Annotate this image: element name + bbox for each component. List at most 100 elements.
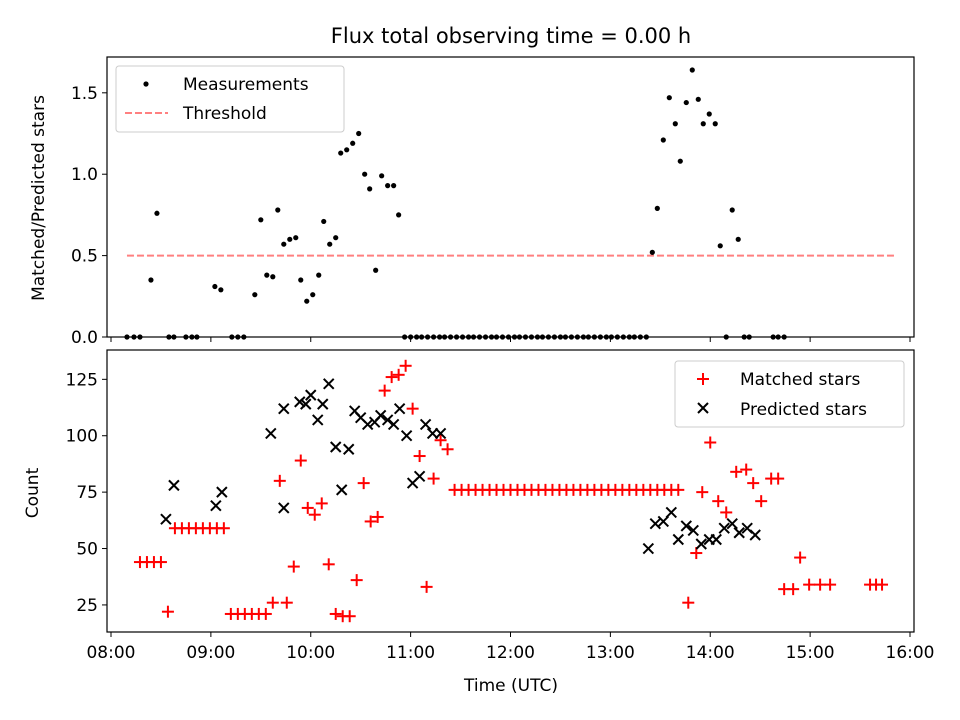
matched-star-point xyxy=(441,443,454,456)
y-tick-label: 0.0 xyxy=(71,328,98,348)
matched-star-point xyxy=(682,596,695,609)
predicted-star-point xyxy=(387,418,400,431)
measurement-point xyxy=(148,277,154,283)
x-tick-label: 14:00 xyxy=(686,643,735,663)
matched-star-point xyxy=(322,558,335,571)
matched-star-point xyxy=(294,454,307,467)
predicted-star-point xyxy=(695,538,707,550)
measurement-point xyxy=(735,236,741,242)
matched-star-point xyxy=(824,578,837,591)
measurement-point xyxy=(212,283,218,290)
legend-matched-marker xyxy=(697,373,709,385)
matched-star-point xyxy=(259,607,272,620)
predicted-star-point xyxy=(687,524,699,537)
matched-star-point xyxy=(287,560,300,573)
measurement-point xyxy=(344,147,350,153)
measurement-point xyxy=(373,267,379,273)
predicted-star-point xyxy=(749,529,761,541)
predicted-star-point xyxy=(160,513,172,525)
measurement-point xyxy=(385,183,391,189)
x-tick-label: 11:00 xyxy=(386,643,435,663)
matched-star-point xyxy=(406,402,419,415)
measurement-point xyxy=(327,241,333,247)
matched-star-point xyxy=(357,477,370,490)
predicted-star-point xyxy=(400,430,413,442)
measurement-point xyxy=(298,277,304,283)
matched-star-point xyxy=(747,477,760,490)
matched-star-point xyxy=(772,472,785,485)
predicted-star-point xyxy=(323,378,335,390)
y-tick-label: 100 xyxy=(66,427,98,447)
predicted-star-point xyxy=(278,502,290,514)
matched-star-point xyxy=(301,501,314,514)
matched-star-point xyxy=(696,486,709,499)
measurement-point xyxy=(304,298,310,304)
matched-star-point xyxy=(392,368,405,381)
predicted-star-point xyxy=(210,499,222,512)
predicted-star-point xyxy=(305,389,317,401)
matched-star-point xyxy=(364,515,377,528)
y-tick-label: 50 xyxy=(76,540,98,560)
x-tick-label: 13:00 xyxy=(586,643,635,663)
legend-measurements-label: Measurements xyxy=(183,75,309,95)
measurement-point xyxy=(683,99,689,106)
measurement-point xyxy=(367,186,373,192)
measurement-point xyxy=(252,292,258,298)
count-legend-box xyxy=(674,360,905,428)
measurement-point xyxy=(293,235,299,241)
matched-star-point xyxy=(755,495,768,508)
ratio-panel: Flux total observing time = 0.00 h Match… xyxy=(29,24,915,348)
matched-star-point xyxy=(690,547,703,560)
matched-star-point xyxy=(672,483,685,496)
matched-star-point xyxy=(704,436,717,449)
matched-star-point xyxy=(217,522,230,535)
matched-star-point xyxy=(343,610,356,623)
measurement-point xyxy=(356,130,362,137)
matched-star-point xyxy=(427,472,440,485)
predicted-star-point xyxy=(733,527,745,539)
matched-star-point xyxy=(266,596,279,609)
measurement-point xyxy=(706,111,712,117)
matched-star-point xyxy=(273,474,286,487)
predicted-star-point xyxy=(413,470,426,483)
ratio-legend-box xyxy=(115,65,345,133)
y-tick-label: 1.5 xyxy=(71,84,98,104)
measurement-point xyxy=(362,171,368,177)
predicted-star-point xyxy=(665,506,678,519)
matched-star-point xyxy=(154,556,167,569)
legend-matched-label: Matched stars xyxy=(740,370,860,390)
predicted-star-point xyxy=(168,479,180,492)
y-tick-label: 25 xyxy=(76,596,98,616)
measurement-point xyxy=(275,207,281,213)
measurement-point xyxy=(649,249,655,255)
predicted-star-point xyxy=(361,418,374,431)
predicted-star-point xyxy=(330,441,342,453)
measurement-point xyxy=(677,158,683,164)
predicted-star-point xyxy=(419,418,432,431)
matched-star-point xyxy=(280,596,293,609)
ratio-y-axis-label: Matched/Predicted stars xyxy=(29,95,49,301)
y-tick-label: 0.5 xyxy=(71,247,98,267)
predicted-star-point xyxy=(216,486,228,498)
matched-star-point xyxy=(308,508,321,521)
y-tick-label: 75 xyxy=(76,483,98,503)
predicted-star-point xyxy=(336,484,348,496)
count-legend: Matched stars Predicted stars xyxy=(674,360,905,428)
ratio-legend: Measurements Threshold xyxy=(115,65,345,133)
predicted-star-point xyxy=(726,518,738,530)
measurement-point xyxy=(654,205,660,211)
matched-star-point xyxy=(803,578,816,591)
x-tick-label: 16:00 xyxy=(886,643,935,663)
measurement-point xyxy=(672,121,678,127)
predicted-star-point xyxy=(434,427,447,440)
predicted-star-point xyxy=(381,414,394,426)
predicted-star-point xyxy=(317,398,329,410)
count-axes-ticks: 25 50 75 100 125 08:00 09:00 10:00 11:00 12:00 13:… xyxy=(66,370,935,663)
matched-star-point xyxy=(420,580,433,593)
legend-predicted-marker xyxy=(697,402,709,414)
x-axis-label: Time (UTC) xyxy=(463,676,558,696)
matched-star-point xyxy=(399,359,412,372)
matched-star-point xyxy=(720,506,733,519)
measurement-point xyxy=(695,96,701,102)
